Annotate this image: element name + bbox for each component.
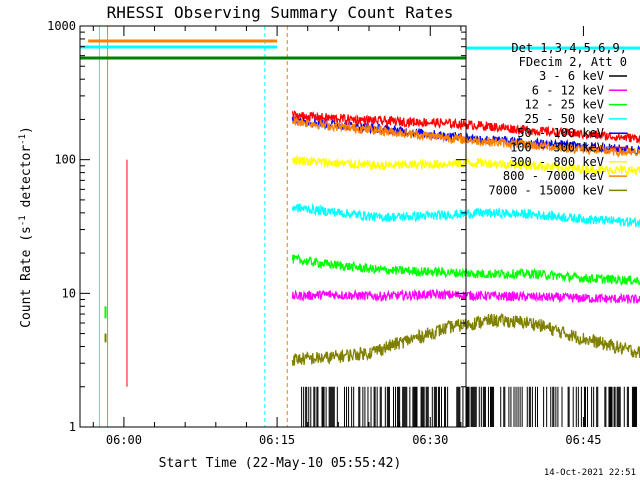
legend-label: 50 - 100 keV [517, 126, 604, 140]
y-tick-label: 10 [62, 286, 76, 300]
legend-header-line-1: Det 1,3,4,5,6,9, [511, 41, 627, 55]
legend-label: 800 - 7000 keV [503, 169, 604, 183]
y-axis-label-text: Count Rate (s [19, 226, 34, 328]
series-line [291, 109, 640, 144]
y-tick-label: 1 [69, 420, 76, 434]
x-tick-label: 06:00 [106, 433, 142, 447]
legend-label: 100 - 300 keV [510, 141, 604, 155]
footer-date: 14-Oct-2021 22:51 [544, 468, 636, 478]
series-7000-15000-keV [291, 312, 640, 366]
legend-label: 12 - 25 keV [525, 98, 604, 112]
series-300-800-keV [291, 155, 640, 176]
legend-label: 6 - 12 keV [532, 83, 604, 97]
chart-title: RHESSI Observing Summary Count Rates [107, 3, 454, 22]
legend-header-line-2: FDecim 2, Att 0 [519, 55, 627, 69]
series-line [291, 288, 640, 304]
y-axis-label-sup2: -1 [18, 134, 28, 145]
legend-label: 25 - 50 keV [525, 112, 604, 126]
series-100-300-keV [291, 109, 640, 144]
y-axis-label-text-mid: detector [19, 145, 34, 216]
legend-label: 7000 - 15000 keV [488, 183, 604, 197]
legend: Det 1,3,4,5,6,9, FDecim 2, Att 0 3 - 6 k… [488, 41, 627, 197]
series-line [291, 117, 640, 159]
series-line [291, 155, 640, 176]
x-tick-label: 06:15 [259, 433, 295, 447]
series-12-25-keV [291, 253, 640, 287]
series-3-6-keV [301, 386, 638, 427]
series-6-12-keV [291, 288, 640, 304]
series-line [291, 202, 640, 228]
plot-frame [79, 25, 467, 428]
legend-label: 300 - 800 keV [510, 155, 604, 169]
plot-area: RD0RD6 [80, 26, 640, 427]
y-axis: 1 10 100 1000 [47, 19, 466, 434]
series-25-50-keV [291, 202, 640, 228]
series-line [291, 253, 640, 287]
y-axis-label-sup1: -1 [18, 215, 28, 226]
x-tick-label: 06:45 [565, 433, 601, 447]
legend-label: 3 - 6 keV [539, 69, 604, 83]
y-axis-label-close: ) [19, 126, 34, 134]
x-axis-label: Start Time (22-May-10 05:55:42) [159, 456, 402, 471]
y-tick-label: 100 [54, 153, 76, 167]
y-tick-label: 1000 [47, 19, 76, 33]
series-800-7000-keV [291, 117, 640, 159]
y-axis-label: Count Rate (s-1 detector-1) [18, 126, 34, 328]
series-line [291, 312, 640, 366]
x-tick-label: 06:30 [412, 433, 448, 447]
